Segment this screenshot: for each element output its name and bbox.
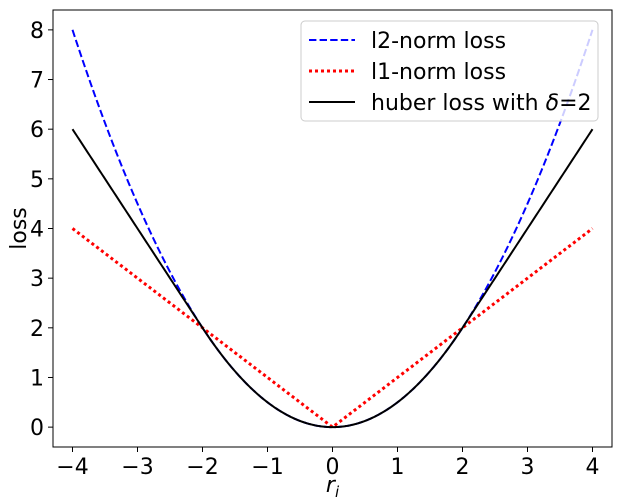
legend-label-l2: l2-norm loss xyxy=(371,29,506,54)
legend-label-huber-prefix: huber loss with xyxy=(371,91,546,116)
y-tick-label: 5 xyxy=(30,168,44,193)
curve-l2-norm xyxy=(71,29,594,429)
x-tick-label: −2 xyxy=(186,455,218,480)
x-tick-label: 4 xyxy=(586,455,600,480)
y-axis-ticks: 0 1 2 3 4 5 6 7 8 xyxy=(30,19,53,441)
x-tick-label: −4 xyxy=(56,455,88,480)
x-axis-label: ri xyxy=(326,473,340,501)
y-tick-label: 7 xyxy=(30,69,44,94)
legend-label-huber: huber loss with δ=2 xyxy=(371,91,592,116)
x-tick-label: 2 xyxy=(456,455,470,480)
x-tick-label: 3 xyxy=(521,455,535,480)
legend-label-l1: l1-norm loss xyxy=(371,60,506,85)
y-tick-label: 6 xyxy=(30,118,44,143)
legend-box xyxy=(300,20,599,122)
x-tick-label: −1 xyxy=(251,455,283,480)
legend-label-huber-suffix: =2 xyxy=(559,91,591,116)
x-tick-label: 1 xyxy=(391,455,405,480)
plot-lines xyxy=(71,29,594,429)
legend-label-huber-symbol: δ xyxy=(546,91,559,116)
y-tick-label: 8 xyxy=(30,19,44,44)
legend: l2-norm loss l1-norm loss huber loss wit… xyxy=(300,20,599,122)
y-tick-label: 3 xyxy=(30,267,44,292)
y-tick-label: 1 xyxy=(30,366,44,391)
y-tick-label: 4 xyxy=(30,218,44,243)
curve-l1-norm xyxy=(71,227,594,429)
y-tick-label: 2 xyxy=(30,317,44,342)
curve-huber xyxy=(71,128,594,429)
y-axis-label: loss xyxy=(7,207,32,250)
y-tick-label: 0 xyxy=(30,416,44,441)
x-tick-label: −3 xyxy=(121,455,153,480)
x-tick-label: 0 xyxy=(326,455,340,480)
x-axis-ticks: −4 −3 −2 −1 0 1 2 3 4 xyxy=(56,447,600,480)
